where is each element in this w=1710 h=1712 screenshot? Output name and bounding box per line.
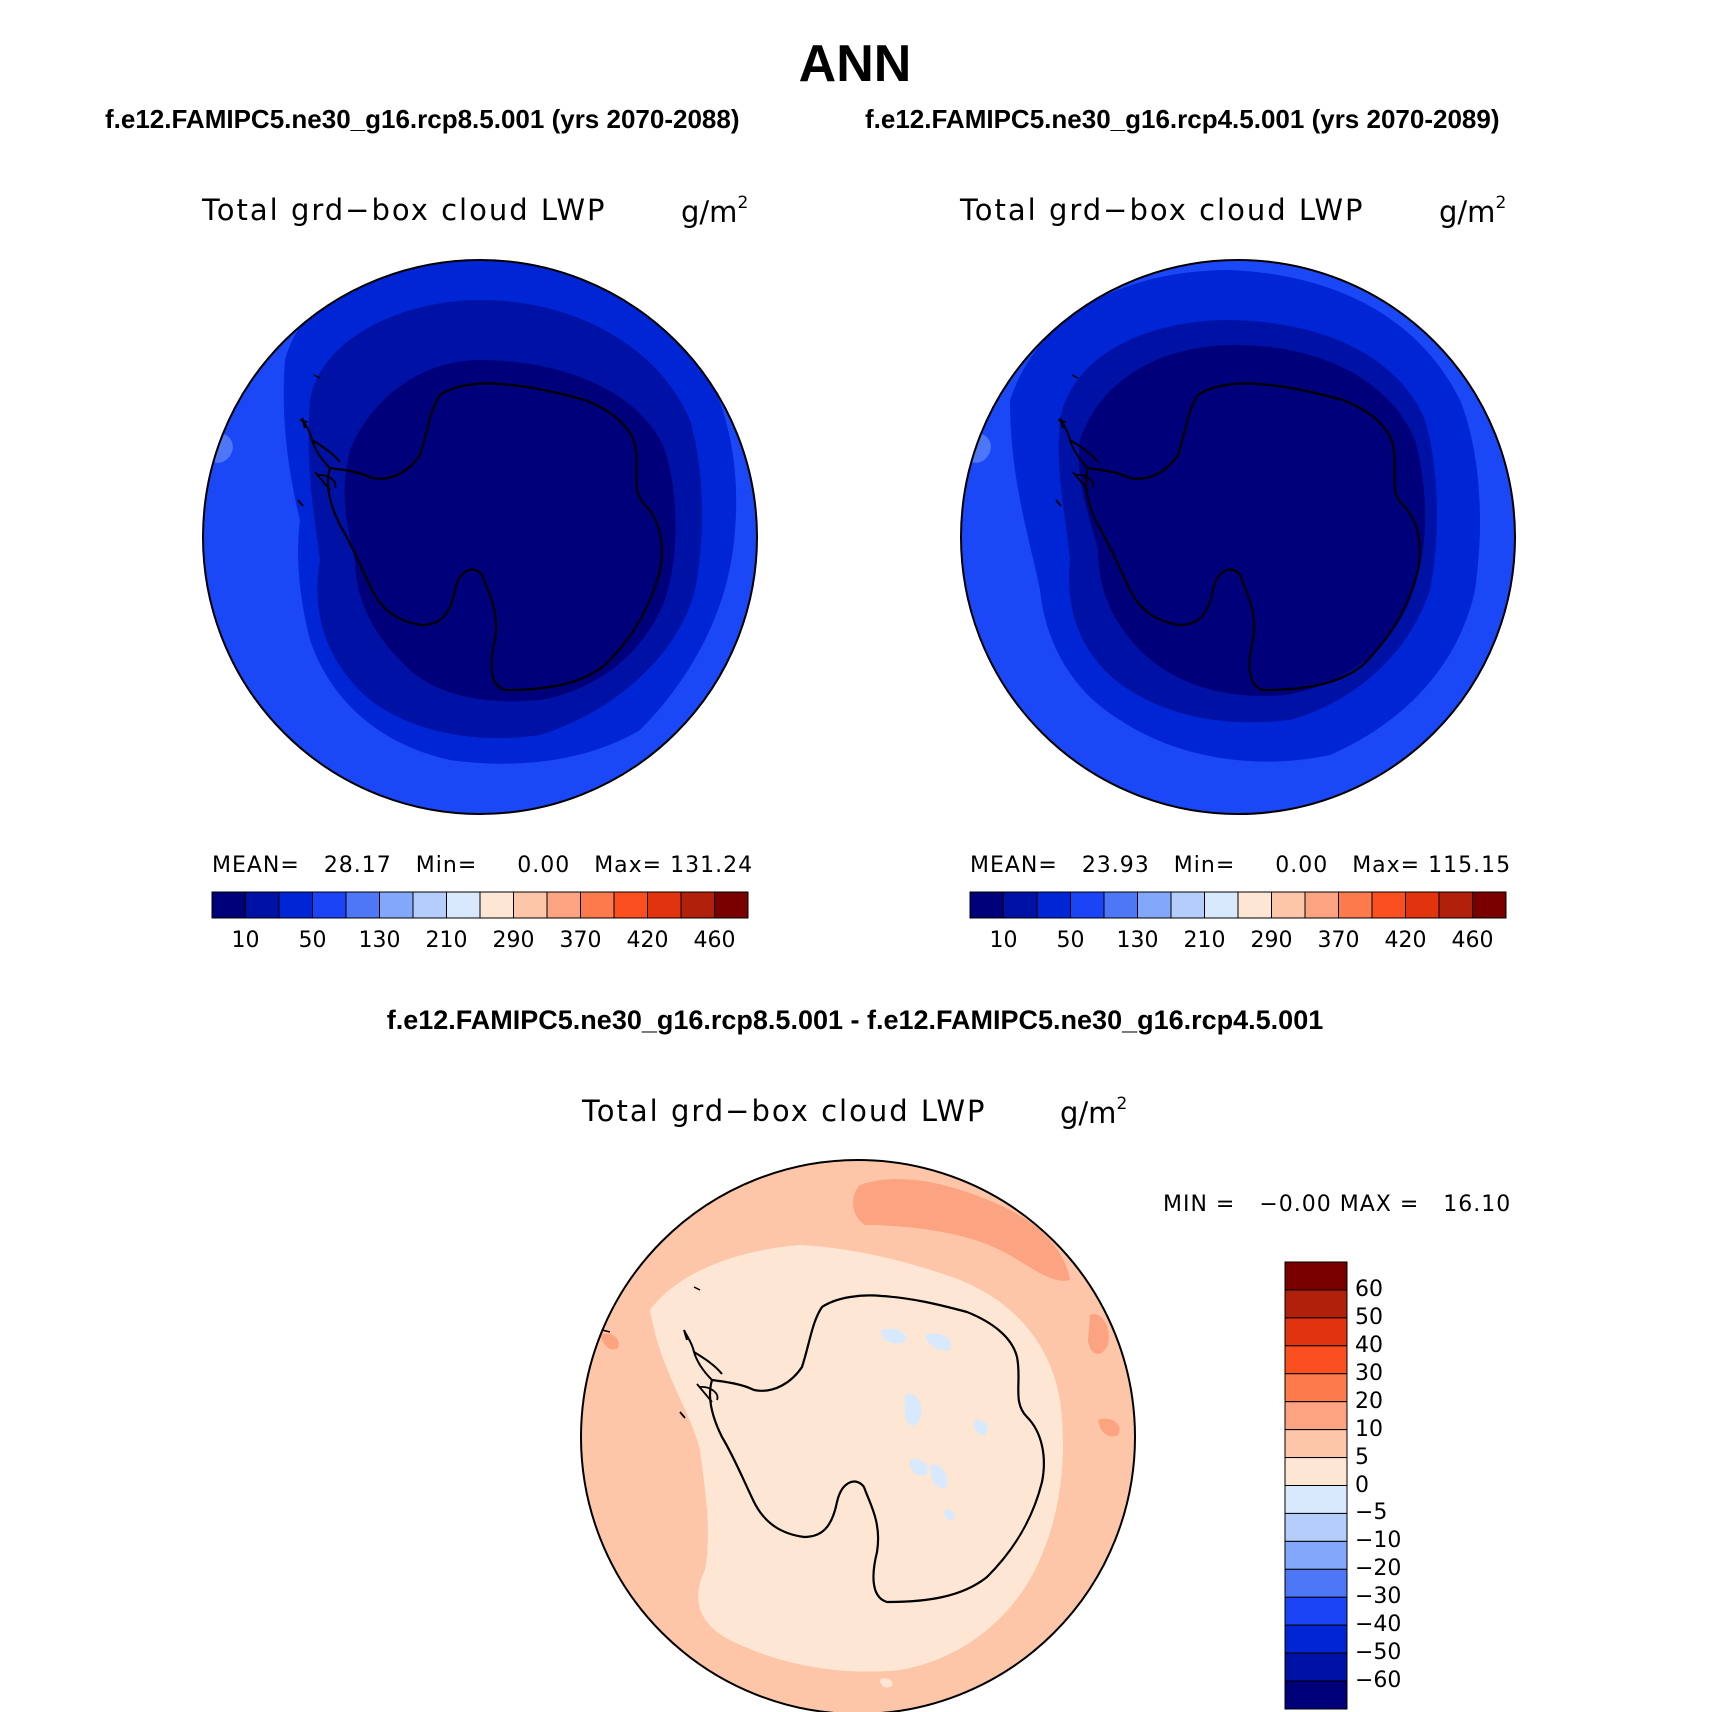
panel3-units: g/m2 — [1060, 1094, 1128, 1130]
colorbar-swatch — [1338, 891, 1373, 919]
panel2-units: g/m2 — [1439, 193, 1507, 229]
colorbar-swatch — [1284, 1485, 1348, 1514]
colorbar-tick-label: 50 — [298, 928, 327, 953]
panel2-coastline — [1084, 382, 1421, 692]
colorbar-swatch — [1284, 1540, 1348, 1570]
colorbar-swatch — [1284, 1289, 1348, 1319]
difference-title: f.e12.FAMIPC5.ne30_g16.rcp8.5.001 - f.e1… — [386, 1005, 1324, 1035]
colorbar-tick-label: 460 — [693, 928, 736, 953]
colorbar-swatch — [1284, 1596, 1348, 1626]
colorbar-swatch — [1284, 1401, 1348, 1431]
diff-negative-patches — [880, 1328, 988, 1520]
colorbar-tick-label: 210 — [425, 928, 468, 953]
colorbar-tick-label: −5 — [1355, 1500, 1388, 1526]
colorbar-tick-label: 0 — [1355, 1472, 1369, 1498]
colorbar-tick-label: 130 — [358, 928, 401, 953]
colorbar-swatch — [1284, 1345, 1348, 1375]
colorbar-tick-label: −30 — [1355, 1584, 1402, 1610]
colorbar-swatch — [1036, 891, 1071, 919]
colorbar-tick-label: 60 — [1355, 1276, 1383, 1302]
colorbar-swatch — [379, 891, 414, 919]
colorbar-swatch — [1237, 891, 1272, 919]
colorbar-tick-label: 210 — [1183, 928, 1226, 953]
colorbar-swatch — [1438, 891, 1473, 919]
colorbar-swatch — [1284, 1317, 1348, 1347]
colorbar-tick-label: 20 — [1355, 1388, 1383, 1414]
colorbar-swatch — [647, 891, 682, 919]
panel2-stats: MEAN= 23.93 Min= 0.00 Max= 115.15 — [970, 853, 1512, 878]
colorbar-tick-label: −20 — [1355, 1556, 1402, 1582]
colorbar-swatch — [1284, 1373, 1348, 1403]
colorbar-swatch — [211, 891, 246, 919]
colorbar-tick-label: −50 — [1355, 1640, 1402, 1666]
panel1-units: g/m2 — [681, 193, 749, 229]
panel1-colorbar — [211, 891, 749, 919]
colorbar-tick-label: 420 — [1384, 928, 1427, 953]
colorbar-tick-label: 370 — [559, 928, 602, 953]
colorbar-swatch — [1405, 891, 1440, 919]
panel3-variable-label: Total grd−box cloud LWP — [582, 1094, 987, 1128]
panel1-stats: MEAN= 28.17 Min= 0.00 Max= 131.24 — [212, 853, 754, 878]
colorbar-swatch — [278, 891, 313, 919]
colorbar-tick-label: 370 — [1317, 928, 1360, 953]
colorbar-swatch — [1284, 1457, 1348, 1486]
case1-label: f.e12.FAMIPC5.ne30_g16.rcp8.5.001 (yrs 2… — [105, 104, 740, 134]
colorbar-swatch — [1284, 1652, 1348, 1682]
colorbar-swatch — [1284, 1429, 1348, 1459]
colorbar-swatch — [312, 891, 347, 919]
colorbar-swatch — [680, 891, 715, 919]
colorbar-tick-label: 130 — [1116, 928, 1159, 953]
colorbar-swatch — [1284, 1512, 1348, 1542]
colorbar-tick-label: 5 — [1355, 1444, 1369, 1470]
colorbar-swatch — [1271, 891, 1306, 919]
colorbar-swatch — [1003, 891, 1038, 919]
panel1-variable-label: Total grd−box cloud LWP — [202, 193, 607, 227]
colorbar-swatch — [479, 891, 514, 919]
panel3-colorbar — [1284, 1261, 1348, 1710]
colorbar-tick-label: 10 — [231, 928, 260, 953]
lwp-band-lt-0 — [344, 360, 676, 702]
colorbar-tick-label: 290 — [492, 928, 535, 953]
colorbar-tick-label: −40 — [1355, 1612, 1402, 1638]
colorbar-swatch — [1284, 1568, 1348, 1598]
panel2-variable-label: Total grd−box cloud LWP — [960, 193, 1365, 227]
colorbar-tick-label: 50 — [1355, 1304, 1383, 1330]
panel1-peninsula — [301, 417, 341, 469]
panel2-colorbar — [969, 891, 1507, 919]
colorbar-tick-label: −60 — [1355, 1668, 1402, 1694]
case2-label: f.e12.FAMIPC5.ne30_g16.rcp4.5.001 (yrs 2… — [865, 104, 1500, 134]
panel1-coastline — [326, 382, 663, 692]
colorbar-swatch — [1284, 1680, 1348, 1710]
diff-patch-10-20-top — [853, 1179, 1070, 1281]
panel2-colorbar-ticks: 10 50 130 210 290 370 420 460 — [970, 928, 1506, 954]
colorbar-tick-label: 420 — [626, 928, 669, 953]
colorbar-swatch — [969, 891, 1004, 919]
colorbar-swatch — [1472, 891, 1507, 919]
colorbar-tick-label: 30 — [1355, 1360, 1383, 1386]
panel3-coastline — [708, 1294, 1045, 1604]
colorbar-swatch — [1103, 891, 1138, 919]
colorbar-tick-label: 10 — [989, 928, 1018, 953]
colorbar-swatch — [714, 891, 749, 919]
colorbar-tick-label: 10 — [1355, 1416, 1383, 1442]
colorbar-tick-label: 290 — [1250, 928, 1293, 953]
colorbar-tick-label: −10 — [1355, 1528, 1402, 1554]
colorbar-swatch — [1304, 891, 1339, 919]
colorbar-tick-label: 50 — [1056, 928, 1085, 953]
panel1-colorbar-ticks: 10 50 130 210 290 370 420 460 — [212, 928, 748, 954]
season-title: ANN — [798, 35, 912, 93]
colorbar-tick-label: 460 — [1451, 928, 1494, 953]
panel3-stats: MIN = −0.00 MAX = 16.10 — [1163, 1192, 1512, 1217]
colorbar-swatch — [446, 891, 481, 919]
colorbar-swatch — [1284, 1624, 1348, 1654]
colorbar-swatch — [1284, 1261, 1348, 1291]
colorbar-swatch — [1371, 891, 1406, 919]
colorbar-tick-label: 40 — [1355, 1332, 1383, 1358]
colorbar-swatch — [412, 891, 447, 919]
diff-band-0-5 — [650, 1245, 1063, 1672]
panel3-colorbar-ticks: 60 50 40 30 20 10 5 0 −5 −10 −20 −30 −40 −50 −60 — [1355, 1262, 1415, 1709]
